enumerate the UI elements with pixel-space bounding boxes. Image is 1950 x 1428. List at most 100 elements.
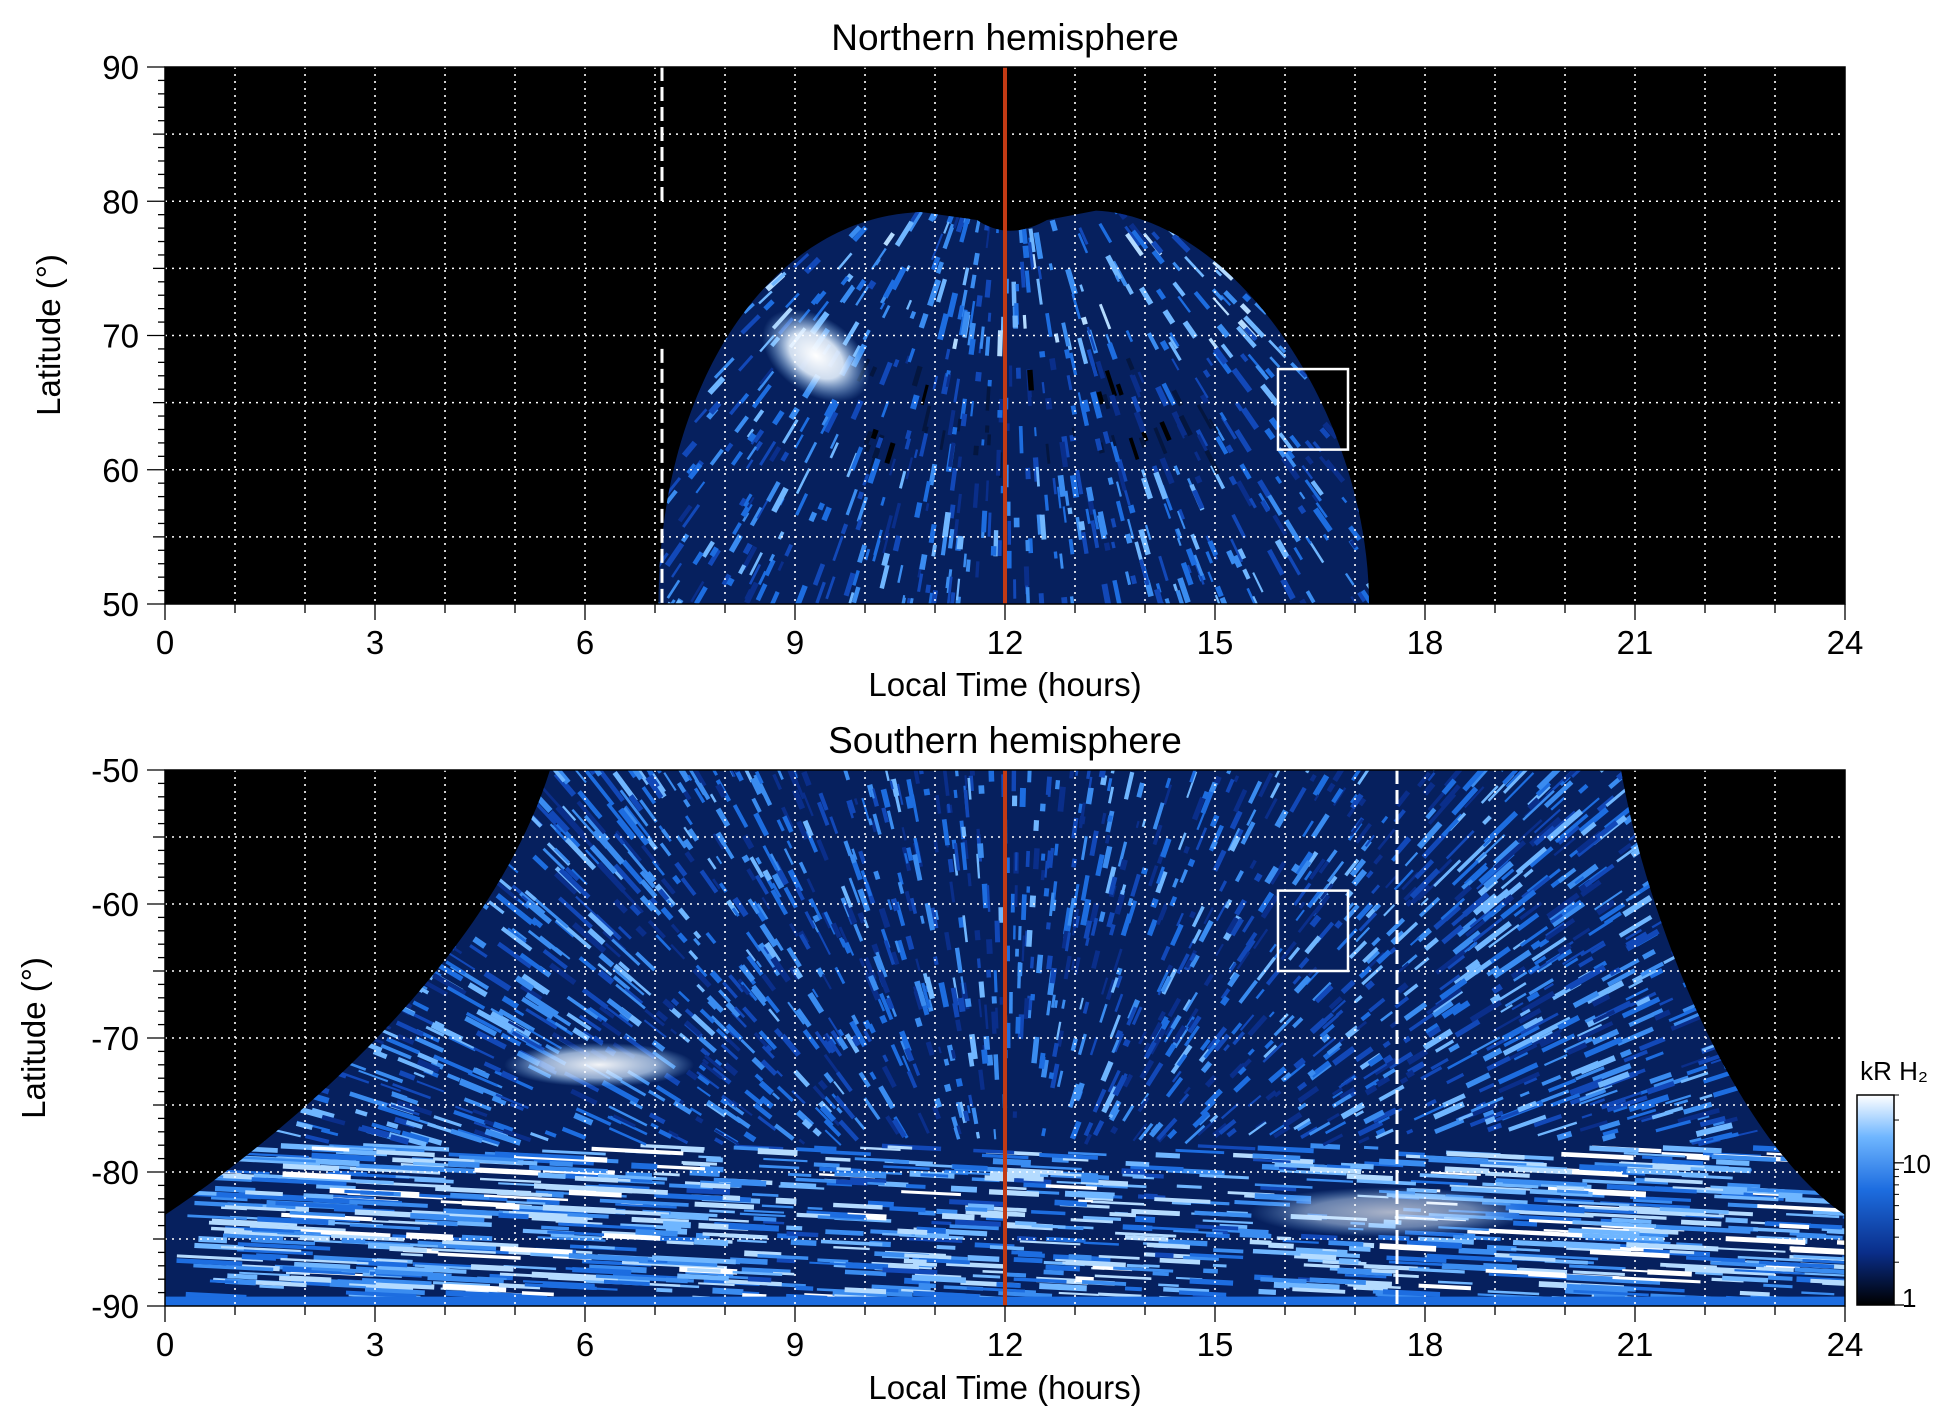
s-emission-streak xyxy=(1133,1177,1154,1178)
s-emission-streak xyxy=(946,1264,1005,1267)
n-emission-streak xyxy=(1030,370,1031,391)
n-emission-streak xyxy=(987,385,989,411)
n-emission-streak xyxy=(1805,604,1817,612)
n-emission-streak xyxy=(1131,505,1133,513)
s-emission-streak xyxy=(904,1255,951,1257)
s-emission-streak xyxy=(1051,848,1053,868)
s-emission-streak xyxy=(882,1016,885,1023)
s-emission-streak xyxy=(1073,859,1074,868)
s-emission-streak xyxy=(979,958,980,968)
north-x-label: Local Time (hours) xyxy=(868,666,1141,703)
s-emission-streak xyxy=(1043,1128,1045,1136)
n-x-tick-label: 15 xyxy=(1197,624,1234,661)
s-emission-streak xyxy=(211,1228,244,1230)
s-emission-streak xyxy=(1485,1174,1529,1176)
n-emission-streak xyxy=(931,524,934,543)
s-emission-streak xyxy=(1043,804,1044,812)
s-emission-streak xyxy=(1260,1188,1296,1190)
s-emission-streak xyxy=(1190,860,1193,866)
s-emission-streak xyxy=(1399,1154,1425,1155)
n-emission-streak xyxy=(1025,246,1026,258)
s-emission-streak xyxy=(917,1018,920,1026)
s-emission-streak xyxy=(1445,1169,1489,1171)
n-emission-streak xyxy=(1089,487,1092,501)
s-emission-streak xyxy=(1172,1203,1191,1204)
s-emission-streak xyxy=(137,771,166,789)
n-emission-streak xyxy=(1081,521,1082,530)
s-emission-streak xyxy=(1681,1222,1721,1224)
s-emission-streak xyxy=(1256,874,1260,880)
n-emission-streak xyxy=(987,280,989,298)
n-emission-streak xyxy=(968,560,969,572)
s-emission-streak xyxy=(1293,865,1297,872)
n-emission-streak xyxy=(958,419,960,432)
n-emission-streak xyxy=(1050,263,1051,270)
n-emission-streak xyxy=(1112,518,1114,527)
s-emission-streak xyxy=(788,1174,811,1175)
s-emission-streak xyxy=(968,999,969,1007)
s-emission-streak xyxy=(686,760,692,770)
n-emission-streak xyxy=(972,275,974,288)
n-emission-streak xyxy=(998,450,999,476)
s-emission-streak xyxy=(1589,1148,1638,1150)
n-emission-streak xyxy=(1066,349,1068,358)
n-emission-streak xyxy=(922,555,925,570)
n-y-tick-label: 90 xyxy=(102,49,139,86)
s-emission-streak xyxy=(410,1245,438,1246)
n-emission-streak xyxy=(1845,236,1868,241)
n-x-tick-label: 24 xyxy=(1827,624,1864,661)
s-emission-streak xyxy=(918,1212,935,1213)
s-emission-streak xyxy=(712,1291,743,1293)
s-emission-streak xyxy=(1380,1246,1437,1249)
s-emission-streak xyxy=(1791,1249,1846,1252)
n-emission-streak xyxy=(954,339,956,349)
n-emission-streak xyxy=(950,529,952,548)
s-emission-streak xyxy=(1216,777,1219,784)
s-emission-streak xyxy=(993,1161,1031,1163)
s-emission-streak xyxy=(1158,1285,1179,1286)
n-emission-streak xyxy=(952,468,955,490)
s-emission-streak xyxy=(1384,1057,1391,1062)
n-emission-streak xyxy=(1085,400,1088,412)
s-emission-streak xyxy=(958,1079,960,1087)
n-emission-streak xyxy=(951,505,953,519)
n-emission-streak xyxy=(1070,539,1072,554)
n-emission-streak xyxy=(1048,398,1049,409)
s-emission-streak xyxy=(1048,1001,1050,1016)
s-emission-streak xyxy=(791,1242,817,1243)
s-emission-streak xyxy=(865,1021,869,1028)
n-emission-streak xyxy=(1244,295,1249,300)
s-emission-streak xyxy=(1034,1037,1037,1063)
n-emission-streak xyxy=(927,585,928,593)
n-emission-streak xyxy=(1083,317,1085,324)
s-emission-streak xyxy=(1483,1266,1517,1268)
n-emission-streak xyxy=(820,503,823,509)
s-emission-streak xyxy=(996,1008,997,1029)
s-emission-streak xyxy=(1372,1271,1397,1272)
s-emission-streak xyxy=(1500,753,1516,770)
s-emission-streak xyxy=(1528,758,1539,770)
n-emission-streak xyxy=(1106,543,1108,551)
s-emission-streak xyxy=(953,988,956,1005)
s-emission-streak xyxy=(1107,835,1109,843)
s-emission-streak xyxy=(1051,1073,1052,1079)
s-emission-streak xyxy=(754,1219,777,1220)
s-emission-streak xyxy=(936,1211,957,1212)
s-emission-streak xyxy=(259,1286,283,1287)
s-emission-streak xyxy=(1026,998,1027,1019)
n-emission-streak xyxy=(989,513,990,537)
n-emission-streak xyxy=(963,414,965,426)
n-emission-streak xyxy=(927,503,928,511)
s-emission-streak xyxy=(1727,1185,1760,1187)
s-emission-streak xyxy=(876,871,878,879)
s-emission-streak xyxy=(1503,1182,1541,1184)
s-emission-streak xyxy=(1031,1212,1065,1214)
s-emission-streak xyxy=(1712,1157,1776,1160)
n-emission-streak xyxy=(873,430,876,439)
n-emission-streak xyxy=(907,430,909,439)
s-emission-streak xyxy=(1130,1167,1183,1170)
s-emission-streak xyxy=(1004,1274,1026,1275)
s-emission-streak xyxy=(300,1237,330,1238)
